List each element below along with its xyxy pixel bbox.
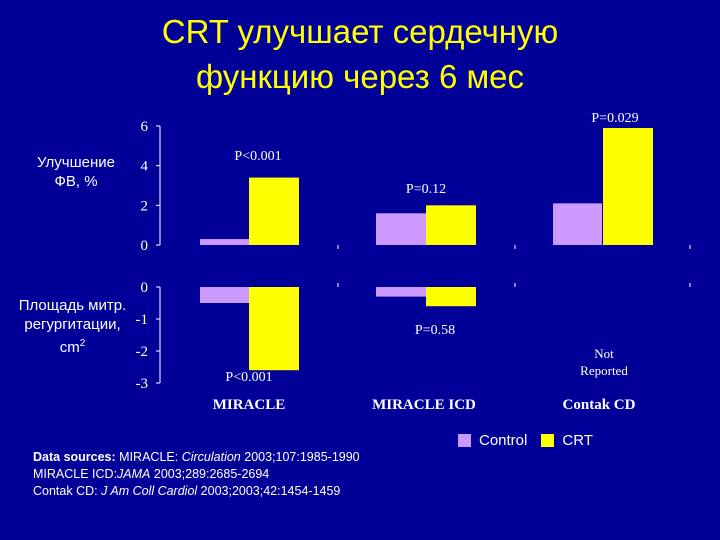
legend-control-label: Control <box>479 432 528 449</box>
bottom-ylabel-line1: Площадь митр. <box>18 297 127 314</box>
bottom-bar-control <box>200 287 249 303</box>
slide-title-line2: функцию через 6 мес <box>195 58 525 95</box>
top-bar-control <box>553 203 602 245</box>
sources-line3: Contak CD: J Am Coll Cardiol 2003;2003;4… <box>33 483 360 500</box>
legend-crt-swatch <box>541 434 555 447</box>
top-y-tick-label: 0 <box>141 238 149 254</box>
top-bar-crt <box>249 177 299 245</box>
top-y-tick-label: 2 <box>141 198 149 214</box>
top-ylabel: Улучшение ФВ, % <box>20 153 132 191</box>
bottom-y-tick-label: -2 <box>136 344 149 360</box>
sources-heading: Data sources: <box>33 450 116 464</box>
sources-line1: Data sources: MIRACLE: Circulation 2003;… <box>33 449 360 466</box>
source2-name: MIRACLE ICD: <box>33 467 118 481</box>
bottom-ylabel-line2: регургитации, <box>24 316 121 333</box>
top-bar-crt <box>603 127 653 245</box>
bottom-bar-crt <box>249 287 299 371</box>
bottom-y-tick-label: -1 <box>136 312 149 328</box>
bottom-y-tick-label: -3 <box>136 376 149 392</box>
top-p-value: P=0.12 <box>406 182 446 197</box>
category-label: MIRACLE <box>213 397 286 413</box>
top-y-tick-label: 4 <box>141 159 149 175</box>
slide-title-line1: CRT улучшает сердечную <box>161 13 559 50</box>
legend: Control CRT <box>452 432 593 449</box>
bottom-bar-crt <box>426 287 476 307</box>
legend-crt-label: CRT <box>562 432 593 449</box>
source2-journal: JAMA <box>117 467 151 481</box>
top-p-value: P<0.001 <box>234 149 281 164</box>
bottom-y-tick-label: 0 <box>141 280 149 296</box>
not-reported-label-line1: Not <box>594 346 614 361</box>
not-reported-label-line2: Reported <box>580 363 628 378</box>
bottom-p-value: P<0.001 <box>225 370 272 385</box>
source3-journal: J Am Coll Cardiol <box>101 484 198 498</box>
category-label: MIRACLE ICD <box>372 397 476 413</box>
source3-name: Contak CD: <box>33 484 98 498</box>
source1-name: MIRACLE: <box>119 450 179 464</box>
bottom-ylabel-line3: cm2 <box>0 334 145 357</box>
bottom-p-value: P=0.58 <box>415 323 455 338</box>
top-p-value: P=0.029 <box>591 111 638 126</box>
top-bar-crt <box>426 205 476 245</box>
bottom-bar-control <box>376 287 426 297</box>
top-ylabel-line1: Улучшение <box>37 154 115 171</box>
sources-line2: MIRACLE ICD:JAMA 2003;289:2685-2694 <box>33 466 360 483</box>
top-ylabel-line2: ФВ, % <box>54 173 98 190</box>
bottom-ylabel: Площадь митр. регургитации, cm2 <box>0 296 145 357</box>
source1-journal: Circulation <box>181 450 241 464</box>
category-label: Contak CD <box>563 397 636 413</box>
bottom-ylabel-unit-exponent: 2 <box>79 338 86 349</box>
data-sources: Data sources: MIRACLE: Circulation 2003;… <box>33 449 360 500</box>
top-bar-control <box>376 213 426 245</box>
bottom-ylabel-unit: cm <box>59 339 80 356</box>
top-y-tick-label: 6 <box>141 119 149 135</box>
source2-ref: 2003;289:2685-2694 <box>153 467 270 481</box>
source3-ref: 2003;2003;42:1454-1459 <box>200 484 341 498</box>
source1-ref: 2003;107:1985-1990 <box>244 450 360 464</box>
top-bar-control <box>200 239 249 245</box>
legend-control-swatch <box>458 434 471 447</box>
